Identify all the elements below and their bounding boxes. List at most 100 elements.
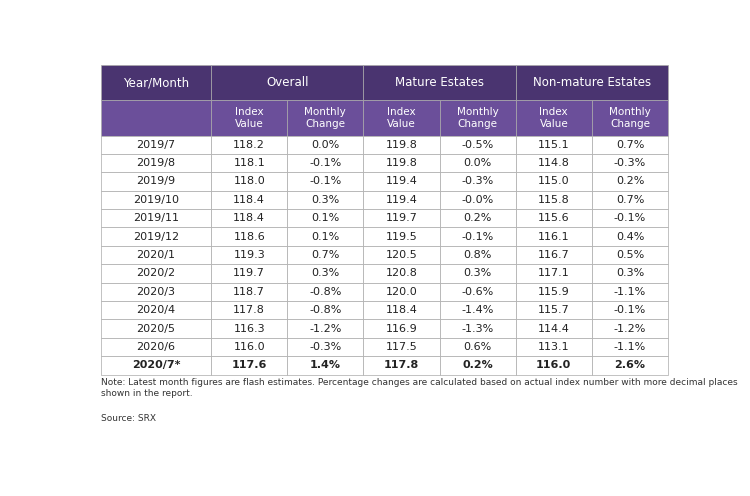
Bar [364,283,440,301]
Bar [100,209,211,228]
Text: 2020/4: 2020/4 [136,305,176,315]
Bar [100,319,211,338]
Text: 115.0: 115.0 [538,177,569,186]
Text: 2020/1: 2020/1 [136,250,176,260]
Text: Index
Value: Index Value [539,107,568,129]
Text: 118.6: 118.6 [233,232,265,242]
Bar [592,100,668,135]
Bar [287,301,364,319]
Bar [100,190,211,209]
Text: 2019/12: 2019/12 [133,232,179,242]
Text: 120.8: 120.8 [386,268,418,278]
Bar [100,338,211,356]
Bar [211,301,287,319]
Text: 120.5: 120.5 [386,250,418,260]
Bar [516,209,592,228]
Text: 118.4: 118.4 [386,305,418,315]
Bar [440,100,516,135]
Bar [364,172,440,190]
Text: 0.7%: 0.7% [311,250,340,260]
Text: -1.2%: -1.2% [309,323,341,334]
Bar [211,172,287,190]
Bar [440,135,516,154]
Text: -1.2%: -1.2% [614,323,646,334]
Text: 119.7: 119.7 [386,213,418,223]
Bar [287,264,364,283]
Text: -0.1%: -0.1% [309,158,341,168]
Text: 119.8: 119.8 [386,158,418,168]
Text: -0.1%: -0.1% [461,232,494,242]
Text: 0.6%: 0.6% [464,342,492,352]
Text: -0.1%: -0.1% [309,177,341,186]
Text: 117.8: 117.8 [384,361,419,371]
Text: 0.2%: 0.2% [464,213,492,223]
Bar [516,246,592,264]
Text: -0.0%: -0.0% [461,195,494,205]
Text: Monthly
Change: Monthly Change [609,107,651,129]
Bar [592,356,668,374]
Bar [100,154,211,172]
Bar [592,264,668,283]
Bar [364,228,440,246]
Text: Index
Value: Index Value [235,107,263,129]
Bar [592,246,668,264]
Bar [211,283,287,301]
Text: -0.1%: -0.1% [614,305,646,315]
Bar [440,283,516,301]
Bar [364,246,440,264]
Bar [364,100,440,135]
Text: 119.7: 119.7 [233,268,266,278]
Text: 119.4: 119.4 [386,195,418,205]
Bar [592,283,668,301]
Text: 120.0: 120.0 [386,287,418,297]
Text: Non-mature Estates: Non-mature Estates [532,76,651,89]
Text: 118.4: 118.4 [233,195,266,205]
Text: 118.0: 118.0 [233,177,265,186]
Bar [287,228,364,246]
Text: Mature Estates: Mature Estates [395,76,484,89]
Text: 118.4: 118.4 [233,213,266,223]
Text: 0.7%: 0.7% [616,140,644,150]
Bar [100,264,211,283]
Bar [211,246,287,264]
Bar [592,228,668,246]
Text: 0.1%: 0.1% [311,213,340,223]
Text: -0.1%: -0.1% [614,213,646,223]
Bar [364,356,440,374]
Bar [364,65,516,100]
Bar [287,172,364,190]
Text: 0.3%: 0.3% [311,195,340,205]
Text: -0.8%: -0.8% [309,305,341,315]
Text: 115.1: 115.1 [538,140,569,150]
Text: 119.4: 119.4 [386,177,418,186]
Bar [211,264,287,283]
Bar [287,209,364,228]
Bar [287,338,364,356]
Text: 113.1: 113.1 [538,342,569,352]
Text: 116.1: 116.1 [538,232,569,242]
Text: -1.4%: -1.4% [461,305,494,315]
Text: 0.2%: 0.2% [616,177,644,186]
Text: Source: SRX: Source: SRX [100,414,156,423]
Text: 2019/8: 2019/8 [136,158,176,168]
Bar [516,100,592,135]
Text: 0.0%: 0.0% [311,140,340,150]
Text: 118.7: 118.7 [233,287,266,297]
Text: -0.5%: -0.5% [461,140,494,150]
Bar [516,65,668,100]
Text: 2020/5: 2020/5 [136,323,176,334]
Bar [100,100,211,135]
Text: 0.0%: 0.0% [464,158,492,168]
Text: 119.3: 119.3 [233,250,265,260]
Bar [100,246,211,264]
Bar [516,283,592,301]
Bar [516,190,592,209]
Bar [440,228,516,246]
Bar [100,65,211,100]
Text: 117.5: 117.5 [386,342,418,352]
Text: 119.8: 119.8 [386,140,418,150]
Bar [516,319,592,338]
Text: 2019/11: 2019/11 [133,213,179,223]
Bar [211,319,287,338]
Bar [440,356,516,374]
